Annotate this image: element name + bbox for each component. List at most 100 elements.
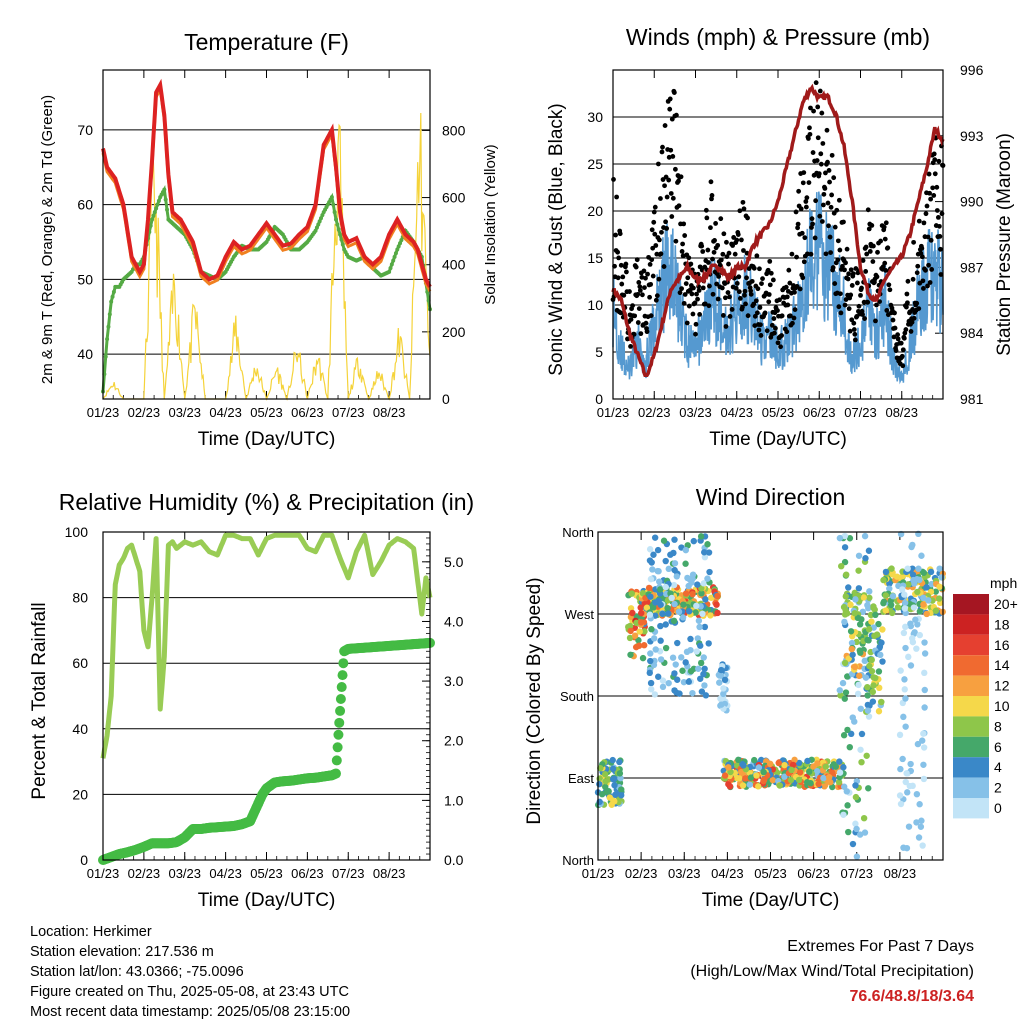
- direction-point: [660, 537, 668, 544]
- direction-point: [602, 778, 609, 785]
- direction-point: [715, 671, 723, 679]
- gust-point: [920, 278, 926, 284]
- direction-point: [664, 604, 671, 612]
- x-axis-label: Time (Day/UTC): [709, 429, 847, 450]
- direction-point: [875, 620, 882, 628]
- direction-point: [670, 617, 678, 625]
- direction-point: [901, 605, 909, 612]
- x-axis-label: Time (Day/UTC): [198, 429, 336, 450]
- direction-point: [638, 609, 645, 617]
- y-right-tick-label: 1.0: [444, 792, 464, 808]
- gust-point: [938, 246, 943, 252]
- panel-2: Winds (mph) & Pressure (mb) 01/23 02/23 03/…: [546, 24, 1015, 450]
- direction-point: [693, 648, 700, 655]
- direction-point: [854, 690, 862, 698]
- direction-point: [629, 609, 636, 617]
- direction-point: [901, 591, 908, 598]
- direction-point: [720, 685, 727, 692]
- gust-point: [614, 194, 620, 200]
- y-axis-label: Percent & Total Rainfall: [29, 602, 50, 799]
- direction-point: [815, 780, 822, 788]
- direction-point: [842, 593, 849, 600]
- gust-point: [636, 280, 642, 285]
- direction-point: [902, 778, 909, 786]
- direction-point: [856, 672, 863, 680]
- direction-point: [635, 642, 643, 649]
- gust-point: [686, 255, 692, 261]
- gust-point: [652, 204, 658, 210]
- direction-point: [701, 623, 709, 631]
- direction-point: [758, 756, 765, 764]
- direction-point: [899, 573, 906, 580]
- direction-point: [648, 559, 655, 566]
- gust-point: [785, 302, 791, 308]
- gust-point: [799, 230, 805, 236]
- gust-point: [835, 238, 841, 244]
- gust-point: [664, 226, 670, 231]
- gust-point: [795, 221, 801, 227]
- y-tick-label: 60: [77, 197, 93, 213]
- direction-point: [683, 648, 691, 656]
- gust-point: [637, 288, 643, 293]
- gust-point: [915, 263, 921, 269]
- y-right-tick-label: 600: [442, 190, 466, 206]
- elevation-text: Station elevation: 217.536 m: [30, 944, 214, 960]
- gust-point: [713, 221, 719, 226]
- direction-point: [821, 782, 829, 789]
- gust-point: [680, 253, 686, 259]
- gust-point: [931, 151, 937, 157]
- temp-9m-line: [101, 84, 432, 293]
- direction-point: [836, 758, 843, 765]
- direction-point: [671, 670, 678, 677]
- panel-1: Temperature (F) 01/23 02/23 03/23 04/23 05/23…: [39, 29, 499, 450]
- gust-point: [681, 300, 687, 306]
- gust-point: [736, 289, 742, 295]
- direction-point: [705, 549, 713, 556]
- gust-point: [895, 332, 901, 338]
- y-right-axis-label: Station Pressure (Maroon): [994, 133, 1015, 356]
- direction-point: [671, 536, 678, 543]
- direction-point: [900, 629, 908, 637]
- pressure-line: [611, 83, 945, 377]
- direction-point: [803, 779, 811, 786]
- gust-point: [804, 251, 810, 257]
- direction-point: [936, 583, 943, 590]
- legend-swatch: [953, 798, 989, 819]
- gust-point: [893, 348, 899, 354]
- direction-point: [685, 678, 693, 685]
- direction-point: [659, 677, 667, 684]
- gust-point: [637, 284, 643, 290]
- direction-point: [840, 603, 848, 611]
- direction-point: [868, 668, 876, 675]
- direction-point: [701, 549, 708, 556]
- y-tick-label: 70: [77, 122, 93, 138]
- direction-point: [844, 673, 851, 680]
- gust-point: [819, 110, 825, 116]
- gust-point: [873, 318, 878, 324]
- direction-point: [698, 590, 705, 597]
- gust-point: [835, 257, 841, 263]
- gust-point: [851, 327, 857, 332]
- gust-point: [818, 161, 824, 167]
- direction-point: [908, 543, 915, 551]
- gust-point: [827, 234, 833, 240]
- legend-swatch: [953, 777, 989, 798]
- direction-point: [694, 635, 702, 642]
- gust-point: [911, 315, 917, 321]
- gust-point: [807, 131, 813, 137]
- direction-point: [858, 730, 866, 738]
- gust-point: [939, 211, 945, 217]
- direction-point: [919, 737, 926, 744]
- direction-point: [747, 774, 755, 781]
- direction-point: [674, 639, 681, 647]
- gust-point: [709, 193, 715, 198]
- speed-legend: mph 20+ 18 16 14 12 10 8 6 4 2 0: [953, 575, 1018, 819]
- gust-point: [826, 168, 832, 173]
- direction-point: [914, 588, 921, 596]
- gust-point: [751, 301, 757, 307]
- direction-point: [846, 535, 854, 542]
- gust-point: [749, 278, 755, 284]
- direction-point: [886, 585, 893, 592]
- gust-point: [832, 281, 838, 286]
- extremes-values: 76.6/48.8/18/3.64: [849, 988, 974, 1005]
